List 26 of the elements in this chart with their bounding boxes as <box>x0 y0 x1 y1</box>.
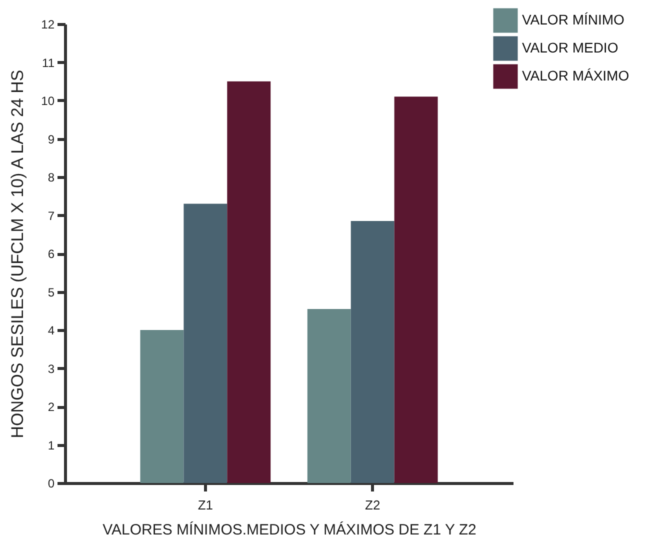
bar <box>184 204 228 483</box>
y-tick-label: 12 <box>41 18 55 32</box>
legend-label: VALOR MEDIO <box>522 40 618 56</box>
legend-label: VALOR MÁXIMO <box>522 68 630 84</box>
y-tick-label: 11 <box>42 56 55 70</box>
y-tick-label: 9 <box>48 132 55 146</box>
y-tick-label: 0 <box>48 476 55 490</box>
y-tick-label: 8 <box>48 170 55 184</box>
bar <box>307 308 351 483</box>
x-tick-label: Z1 <box>198 498 214 512</box>
y-tick-label: 4 <box>48 324 55 338</box>
y-tick-label: 3 <box>48 362 55 376</box>
bar <box>350 220 394 483</box>
y-tick-label: 5 <box>48 285 55 300</box>
y-tick-label: 7 <box>48 208 55 223</box>
y-tick-label: 10 <box>41 94 55 108</box>
legend-label: VALOR MÍNIMO <box>522 12 625 28</box>
bar <box>394 96 438 483</box>
y-axis-title: HONGOS SESILES (UFCLM X 10) A LAS 24 HS <box>8 70 28 438</box>
y-tick-label: 2 <box>48 400 55 414</box>
y-tick-label: 6 <box>48 247 55 261</box>
bar <box>227 81 271 483</box>
bar <box>140 330 184 483</box>
y-tick-label: 1 <box>48 438 55 452</box>
x-tick-label: Z2 <box>364 498 380 512</box>
x-axis-title: VALORES MÍNIMOS.MEDIOS Y MÁXIMOS DE Z1 Y Z2 <box>102 520 476 538</box>
